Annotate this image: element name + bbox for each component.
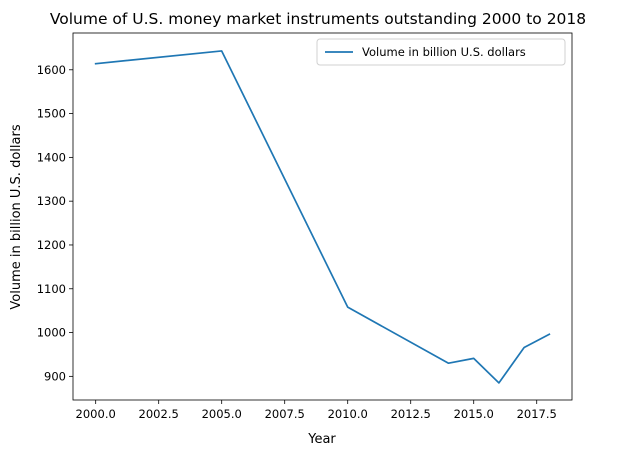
y-tick-label: 1000 <box>37 326 66 340</box>
data-point <box>94 62 97 65</box>
x-tick-label: 2017.5 <box>517 407 557 421</box>
chart-title: Volume of U.S. money market instruments … <box>50 10 586 28</box>
plot-frame <box>72 32 573 401</box>
y-tick-label: 1400 <box>37 150 66 164</box>
x-tick-label: 2012.5 <box>391 407 431 421</box>
plot-area <box>72 32 573 401</box>
data-point <box>523 346 526 349</box>
data-point <box>548 333 551 336</box>
y-axis-label: Volume in billion U.S. dollars <box>9 124 24 309</box>
legend: Volume in billion U.S. dollars <box>316 38 566 66</box>
data-point <box>220 49 223 52</box>
x-tick-label: 2007.5 <box>265 407 305 421</box>
series-layer <box>94 49 551 384</box>
x-tick-label: 2002.5 <box>139 407 179 421</box>
x-tick-label: 2010.0 <box>328 407 368 421</box>
x-tick-label: 2005.0 <box>202 407 242 421</box>
y-tick-label: 1500 <box>37 107 66 121</box>
data-point <box>346 306 349 309</box>
y-tick-label: 1600 <box>37 63 66 77</box>
data-point <box>447 362 450 365</box>
y-tick-label: 1200 <box>37 238 66 252</box>
x-axis-ticks: 2000.0 2002.5 2005.0 2007.5 2010.0 2012.5 2015… <box>76 400 557 421</box>
legend-box <box>316 38 566 66</box>
x-tick-label: 2000.0 <box>76 407 116 421</box>
data-point <box>497 381 500 384</box>
x-axis-label: Year <box>307 432 336 447</box>
y-tick-label: 1300 <box>37 194 66 208</box>
data-point <box>472 357 475 360</box>
y-axis-ticks: 900 1000 1100 1200 1300 1400 1500 1600 <box>37 63 73 383</box>
y-tick-label: 1100 <box>37 282 66 296</box>
legend-label: Volume in billion U.S. dollars <box>362 45 526 59</box>
x-tick-label: 2015.0 <box>454 407 494 421</box>
y-tick-label: 900 <box>44 369 66 383</box>
series-line <box>94 50 551 384</box>
